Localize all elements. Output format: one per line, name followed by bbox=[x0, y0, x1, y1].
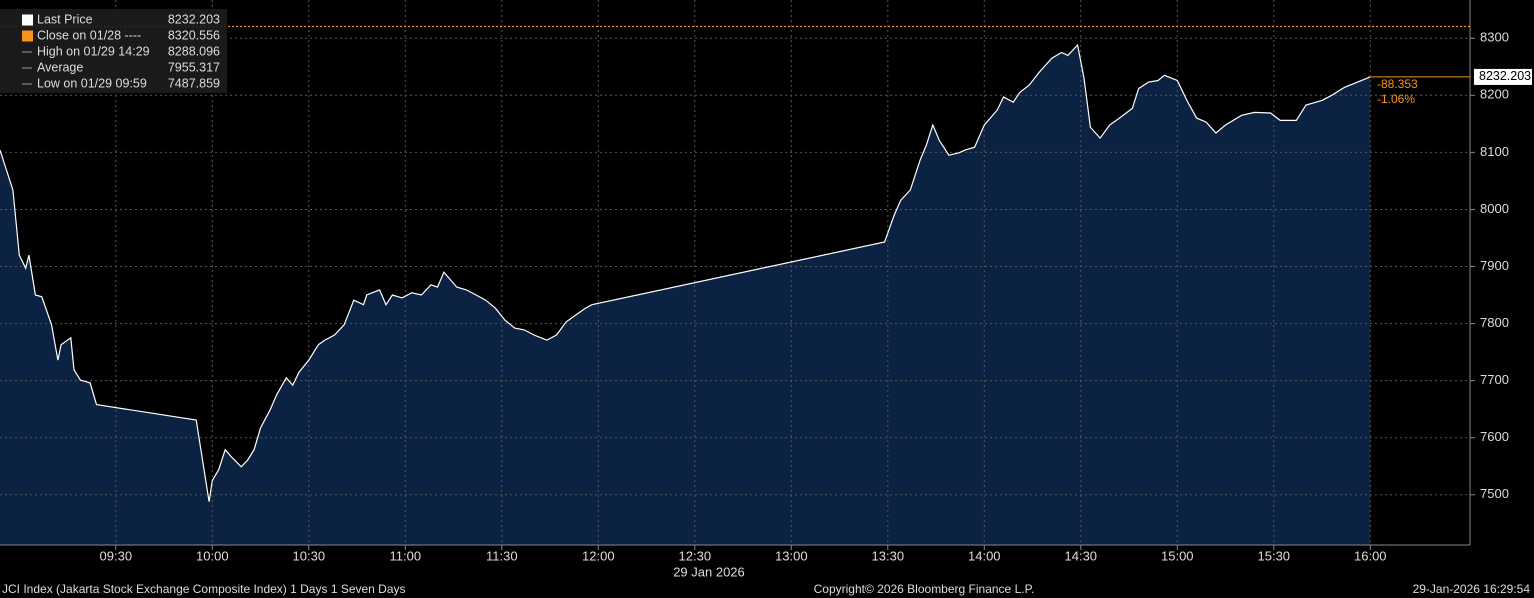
x-tick-label: 14:30 bbox=[1065, 548, 1098, 563]
x-tick-label: 15:00 bbox=[1161, 548, 1194, 563]
last-price-tag bbox=[1474, 68, 1532, 85]
legend-label: Last Price bbox=[37, 12, 93, 26]
x-tick-label: 15:30 bbox=[1258, 548, 1291, 563]
legend-swatch bbox=[22, 30, 33, 42]
area-fill bbox=[0, 45, 1371, 545]
y-tick-label: 8300 bbox=[1480, 30, 1509, 45]
legend-label: Average bbox=[37, 60, 83, 74]
x-tick-label: 11:00 bbox=[390, 548, 422, 563]
x-tick-label: 16:00 bbox=[1354, 548, 1387, 563]
y-tick-label: 8000 bbox=[1480, 201, 1509, 216]
x-tick-label: 09:30 bbox=[100, 548, 133, 563]
x-tick-label: 13:00 bbox=[775, 548, 808, 563]
legend-label: Close on 01/28 ---- bbox=[37, 28, 141, 42]
x-tick-label: 13:30 bbox=[872, 548, 905, 563]
legend-value: 8288.096 bbox=[168, 44, 220, 58]
x-tick-label: 10:30 bbox=[293, 548, 326, 563]
y-tick-label: 7600 bbox=[1480, 429, 1509, 444]
legend: Last Price 8232.203 Close on 01/28 ---- 832… bbox=[0, 9, 227, 93]
change-pct-label: -1.06% bbox=[1377, 92, 1415, 106]
x-date-label: 29 Jan 2026 bbox=[673, 564, 745, 579]
legend-label: High on 01/29 14:29 bbox=[37, 44, 150, 58]
legend-value: 8320.556 bbox=[168, 28, 220, 42]
legend-label: Low on 01/29 09:59 bbox=[37, 76, 147, 90]
footer-copyright: Copyright© 2026 Bloomberg Finance L.P. bbox=[814, 582, 1035, 596]
legend-swatch bbox=[22, 14, 33, 26]
x-tick-label: 14:00 bbox=[968, 548, 1001, 563]
last-price-label: 8232.203 bbox=[1479, 69, 1531, 83]
price-line bbox=[0, 43, 1371, 502]
footer-left: JCI Index (Jakarta Stock Exchange Compos… bbox=[2, 582, 406, 596]
x-tick-label: 12:00 bbox=[582, 548, 615, 563]
footer-timestamp: 29-Jan-2026 16:29:54 bbox=[1413, 582, 1531, 596]
legend-value: 7487.859 bbox=[168, 76, 220, 90]
y-tick-label: 7900 bbox=[1480, 258, 1509, 273]
legend-value: 8232.203 bbox=[168, 12, 220, 26]
x-tick-label: 10:00 bbox=[196, 548, 229, 563]
legend-box bbox=[0, 9, 227, 93]
y-tick-label: 8200 bbox=[1480, 87, 1509, 102]
y-tick-label: 8100 bbox=[1480, 144, 1509, 159]
x-tick-label: 12:30 bbox=[679, 548, 712, 563]
change-label: -88.353 bbox=[1377, 77, 1418, 91]
legend-value: 7955.317 bbox=[168, 60, 220, 74]
y-tick-label: 7500 bbox=[1480, 486, 1509, 501]
y-tick-label: 7700 bbox=[1480, 372, 1509, 387]
x-tick-label: 11:30 bbox=[486, 548, 518, 563]
y-tick-label: 7800 bbox=[1480, 315, 1509, 330]
